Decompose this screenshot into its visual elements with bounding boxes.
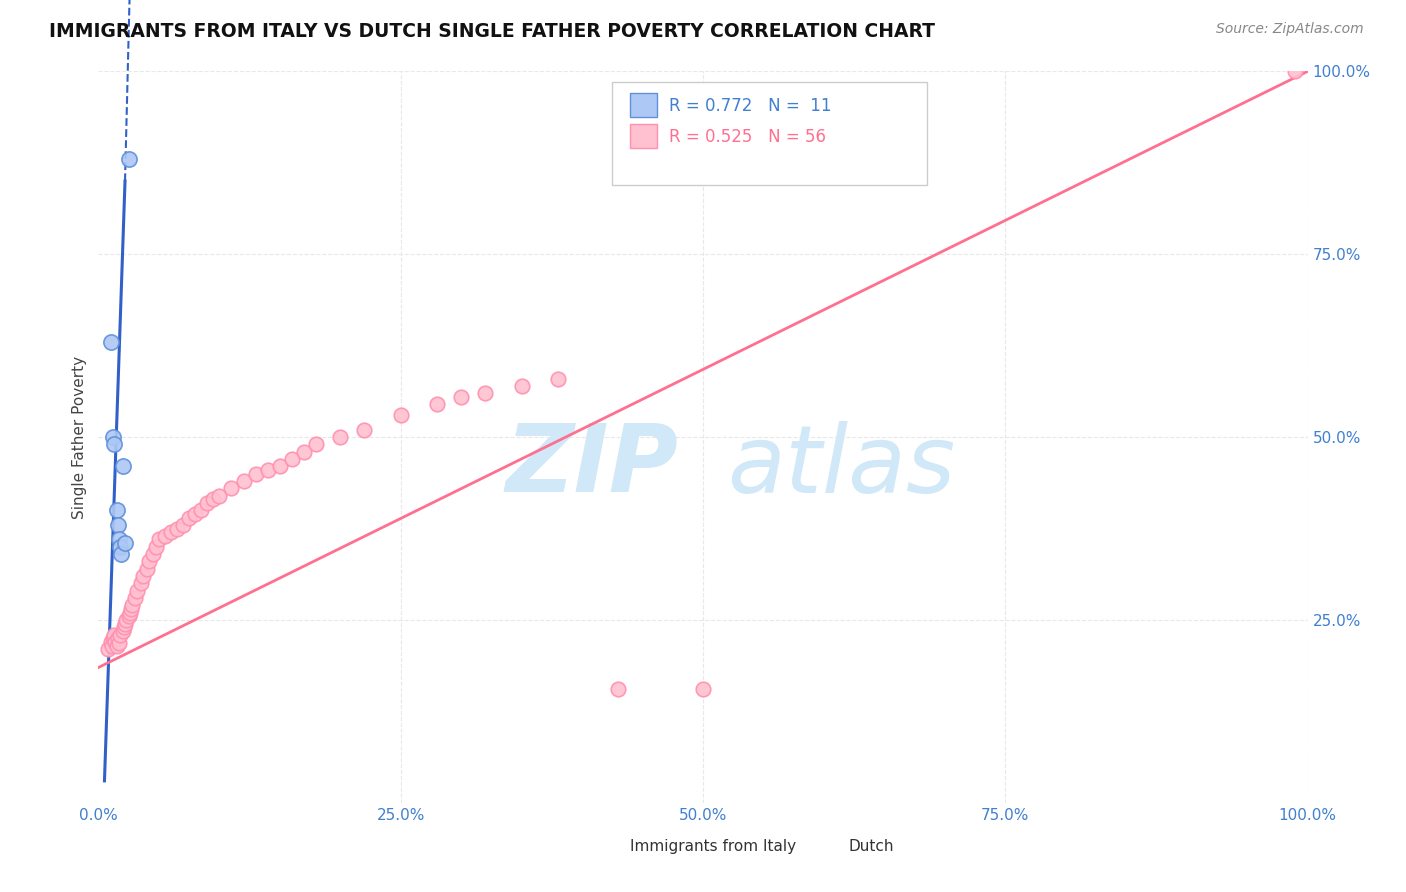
Point <box>105 639 128 653</box>
Point <box>547 371 569 385</box>
Point <box>132 569 155 583</box>
Point <box>129 576 152 591</box>
Point <box>190 503 212 517</box>
Point <box>195 496 218 510</box>
Point <box>124 591 146 605</box>
Point <box>100 639 122 653</box>
Text: R = 0.525   N = 56: R = 0.525 N = 56 <box>669 128 827 146</box>
Circle shape <box>592 838 621 855</box>
Point <box>184 507 207 521</box>
Point <box>245 467 267 481</box>
Point <box>474 386 496 401</box>
Y-axis label: Single Father Poverty: Single Father Poverty <box>72 356 87 518</box>
Point <box>127 583 149 598</box>
Point <box>97 642 120 657</box>
Text: ZIP: ZIP <box>506 420 679 512</box>
Point <box>111 624 134 638</box>
Text: Dutch: Dutch <box>848 839 894 855</box>
Point <box>172 517 194 532</box>
Point <box>105 503 128 517</box>
Point <box>179 510 201 524</box>
Point <box>221 481 243 495</box>
Point <box>153 529 176 543</box>
Point <box>103 437 125 451</box>
Point <box>104 635 127 649</box>
Point <box>202 492 225 507</box>
Point <box>450 390 472 404</box>
Point <box>108 627 131 641</box>
Point <box>256 463 278 477</box>
Point <box>115 613 138 627</box>
Point <box>101 632 124 646</box>
Point <box>120 602 142 616</box>
Point <box>112 620 135 634</box>
Point <box>148 533 170 547</box>
Point <box>118 606 141 620</box>
Text: IMMIGRANTS FROM ITALY VS DUTCH SINGLE FATHER POVERTY CORRELATION CHART: IMMIGRANTS FROM ITALY VS DUTCH SINGLE FA… <box>49 22 935 41</box>
Point <box>110 547 132 561</box>
Point <box>138 554 160 568</box>
Text: atlas: atlas <box>727 421 956 512</box>
Point <box>100 635 122 649</box>
Point <box>208 489 231 503</box>
Text: R = 0.772   N =  11: R = 0.772 N = 11 <box>669 97 831 115</box>
Point <box>305 437 328 451</box>
Point <box>108 533 131 547</box>
Point <box>114 616 136 631</box>
Point <box>329 430 352 444</box>
Point <box>145 540 167 554</box>
Point <box>100 334 122 349</box>
Point <box>114 536 136 550</box>
Point <box>692 682 714 697</box>
Point <box>166 521 188 535</box>
Circle shape <box>810 838 838 855</box>
Text: Immigrants from Italy: Immigrants from Italy <box>630 839 797 855</box>
Point <box>101 430 124 444</box>
Point <box>607 682 630 697</box>
Point <box>142 547 165 561</box>
Point <box>118 609 141 624</box>
FancyBboxPatch shape <box>613 82 927 185</box>
Point <box>1284 64 1306 78</box>
Point <box>426 397 449 411</box>
Point <box>108 540 131 554</box>
Point <box>107 517 129 532</box>
Point <box>353 423 375 437</box>
Point <box>111 459 134 474</box>
Point <box>103 627 125 641</box>
Point <box>389 408 412 422</box>
Point <box>108 636 131 650</box>
Point <box>118 152 141 166</box>
Bar <box>630 124 657 148</box>
Text: Source: ZipAtlas.com: Source: ZipAtlas.com <box>1216 22 1364 37</box>
Point <box>121 599 143 613</box>
Point <box>292 444 315 458</box>
Point <box>135 562 157 576</box>
Point <box>160 525 183 540</box>
Point <box>107 632 129 646</box>
Point <box>269 459 291 474</box>
Point <box>281 452 304 467</box>
Point <box>510 379 533 393</box>
Point <box>232 474 254 488</box>
Bar <box>630 93 657 117</box>
